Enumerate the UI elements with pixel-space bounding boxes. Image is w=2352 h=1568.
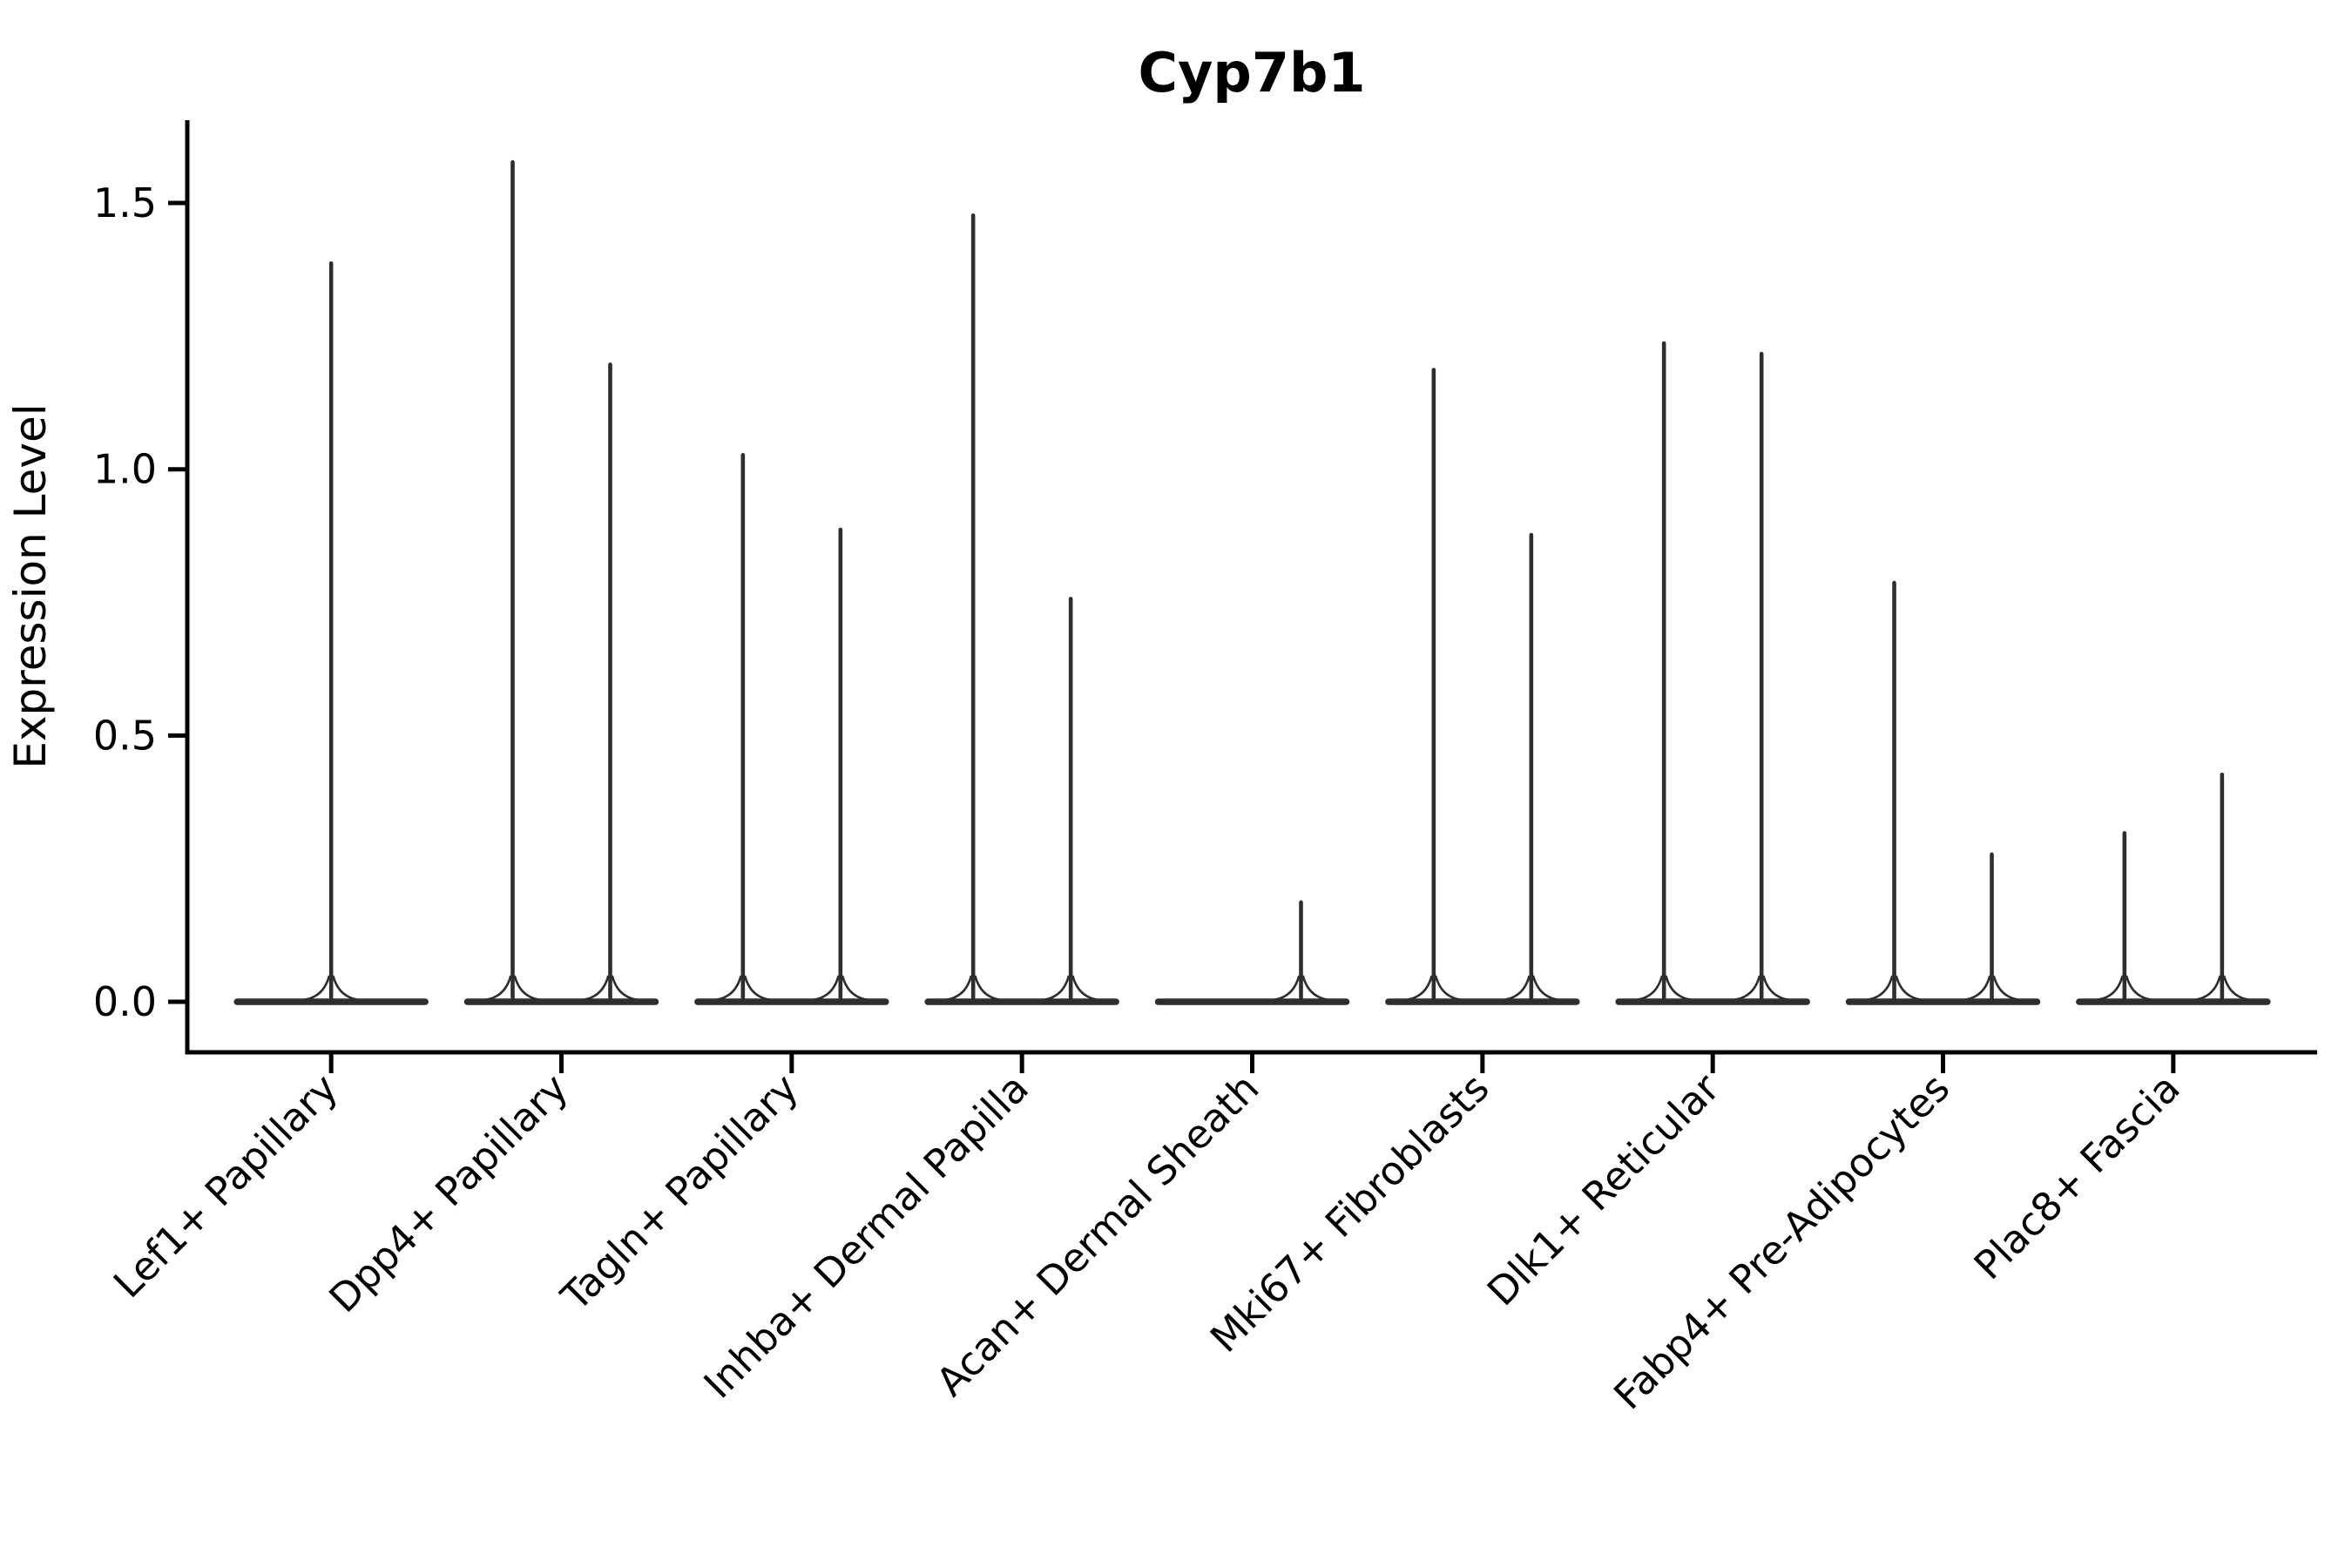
violin-flare xyxy=(301,975,331,1002)
y-tick-label: 0.0 xyxy=(93,978,157,1025)
violin-flare xyxy=(1962,975,1991,1002)
violin-flare xyxy=(1271,975,1301,1002)
violin-category-group xyxy=(1615,341,1810,1005)
violin-flare xyxy=(2192,975,2221,1002)
y-tick-label: 0.5 xyxy=(93,712,157,759)
violin-flare xyxy=(810,975,840,1002)
violin-flare xyxy=(1665,975,1694,1002)
violin-flare xyxy=(332,975,362,1002)
violin-category-group xyxy=(1385,368,1580,1005)
violin-flare xyxy=(513,975,543,1002)
x-tick-label: Lef1+ Papillary xyxy=(105,1064,347,1307)
violin-category-group xyxy=(1845,580,2041,1005)
violin-category-group xyxy=(924,213,1119,1005)
violin-flare xyxy=(1071,975,1101,1002)
plot-title: Cyp7b1 xyxy=(1139,41,1366,105)
violin-flare xyxy=(1301,975,1331,1002)
x-tick-label: Plac8+ Fascia xyxy=(1965,1064,2189,1288)
x-tick-label: Dlk1+ Reticular xyxy=(1478,1064,1728,1315)
violin-flare xyxy=(580,975,610,1002)
violin-category-group xyxy=(1154,900,1350,1005)
x-tick-label: Dpp4+ Papillary xyxy=(320,1064,577,1321)
violin-flare xyxy=(1403,975,1433,1002)
violin-flare xyxy=(2222,975,2252,1002)
violin-flare xyxy=(974,975,1004,1002)
violin-flare xyxy=(1041,975,1071,1002)
y-tick-group: 0.0 0.5 1.0 1.5 xyxy=(93,179,187,1025)
violin-flare xyxy=(743,975,773,1002)
y-axis-label: Expression Level xyxy=(5,403,56,768)
violin-flare xyxy=(2094,975,2124,1002)
violin-flare xyxy=(1531,975,1561,1002)
y-tick-label: 1.0 xyxy=(93,446,157,493)
violin-flare xyxy=(1501,975,1531,1002)
violin-flare xyxy=(2125,975,2154,1002)
violin-flare xyxy=(1895,975,1924,1002)
violin-category-group xyxy=(233,260,429,1005)
violin-flare xyxy=(1434,975,1463,1002)
x-tick-label: Tagln+ Papillary xyxy=(551,1064,807,1320)
violin-flare xyxy=(611,975,640,1002)
violin-flare xyxy=(713,975,742,1002)
violin-flare xyxy=(1762,975,1792,1002)
violin-flare xyxy=(483,975,512,1002)
violin-flare xyxy=(1732,975,1761,1002)
violin-category-group xyxy=(694,453,889,1005)
violin-flare xyxy=(1992,975,2022,1002)
violin-flare xyxy=(943,975,973,1002)
y-tick-label: 1.5 xyxy=(93,179,157,226)
violin-flare xyxy=(841,975,870,1002)
violin-category-group xyxy=(2076,772,2271,1005)
violin-category-group xyxy=(463,159,659,1005)
violin-flare xyxy=(1864,975,1894,1002)
violins-group xyxy=(233,159,2271,1005)
violin-flare xyxy=(1634,975,1664,1002)
